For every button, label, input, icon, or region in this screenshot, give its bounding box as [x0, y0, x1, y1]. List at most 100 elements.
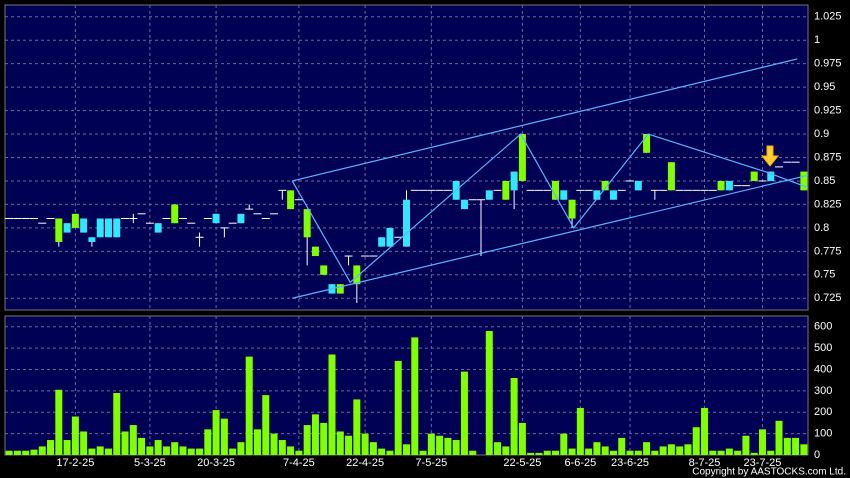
- candle-body: [560, 190, 568, 200]
- volume-bar: [659, 446, 667, 455]
- copyright: Copyright by AASTOCKS.com Ltd.: [692, 467, 846, 478]
- volume-bar: [692, 427, 700, 455]
- candle-body: [237, 213, 245, 224]
- volume-bar: [204, 429, 212, 455]
- candle-body: [593, 190, 601, 200]
- volume-bar: [71, 416, 79, 455]
- volume-bar: [651, 450, 659, 455]
- volume-bar: [220, 418, 228, 455]
- volume-bar: [287, 446, 295, 455]
- volume-bar: [212, 410, 220, 455]
- y-tick-label: 1.025: [814, 11, 842, 23]
- candle-body: [767, 171, 775, 181]
- volume-bar: [469, 450, 477, 455]
- y-tick-label: 0.725: [814, 292, 842, 304]
- volume-bar: [162, 446, 170, 455]
- y-tick-label: 0.75: [814, 269, 835, 281]
- volume-bar: [634, 450, 642, 455]
- volume-bar: [494, 442, 502, 455]
- candle-body: [460, 199, 468, 210]
- volume-bar: [585, 448, 593, 455]
- volume-bar: [452, 440, 460, 455]
- volume-bar: [113, 392, 121, 455]
- volume-bar: [394, 360, 402, 455]
- volume-bar: [320, 422, 328, 455]
- candle-body: [634, 180, 642, 191]
- y-tick-label: 0.85: [814, 175, 835, 187]
- candle-body: [552, 180, 560, 200]
- volume-bar: [800, 444, 808, 455]
- volume-bar: [311, 414, 319, 455]
- volume-bar: [303, 425, 311, 455]
- volume-bar: [253, 429, 261, 455]
- candle-body: [88, 237, 96, 242]
- candle-body: [643, 134, 651, 153]
- candle-body: [601, 180, 609, 191]
- candle-body: [171, 204, 179, 224]
- volume-bar: [96, 446, 104, 455]
- volume-bar: [146, 446, 154, 455]
- volume-bar: [47, 440, 55, 455]
- volume-bar: [758, 429, 766, 455]
- volume-bar: [154, 440, 162, 455]
- volume-bar: [518, 422, 526, 455]
- x-tick-label: 17-2-25: [56, 457, 94, 469]
- y-tick-label: 100: [814, 428, 832, 440]
- volume-bar: [245, 356, 253, 455]
- x-tick-label: 23-7-25: [744, 457, 782, 469]
- volume-bar: [345, 435, 353, 455]
- y-tick-label: 0.825: [814, 198, 842, 210]
- x-tick-label: 20-3-25: [197, 457, 235, 469]
- volume-bar: [295, 450, 303, 455]
- volume-bar: [543, 450, 551, 455]
- candle-body: [717, 180, 725, 191]
- y-tick-label: 0.95: [814, 81, 835, 93]
- y-tick-label: 0.925: [814, 104, 842, 116]
- volume-bar: [767, 450, 775, 455]
- x-tick-label: 6-6-25: [564, 457, 596, 469]
- candle-body: [113, 218, 121, 238]
- volume-bar: [427, 433, 435, 455]
- candle-body: [63, 223, 71, 233]
- trend-line: [292, 174, 809, 299]
- volume-bar: [138, 437, 146, 455]
- volume-bar: [171, 442, 179, 455]
- volume-bar: [684, 444, 692, 455]
- volume-bar: [775, 420, 783, 455]
- y-tick-label: 300: [814, 385, 832, 397]
- y-tick-label: 500: [814, 342, 832, 354]
- volume-bar: [13, 450, 21, 455]
- volume-bar: [535, 452, 543, 455]
- candle-body: [378, 237, 386, 247]
- volume-bar: [386, 450, 394, 455]
- x-tick-label: 22-5-25: [503, 457, 541, 469]
- volume-bar: [369, 442, 377, 455]
- volume-bar: [262, 395, 270, 455]
- candle-body: [320, 265, 328, 275]
- volume-bar: [229, 448, 237, 455]
- volume-bar: [80, 431, 88, 455]
- trend-line: [291, 133, 809, 284]
- x-tick-label: 7-4-25: [283, 457, 315, 469]
- volume-bar: [750, 452, 758, 455]
- y-tick-label: 200: [814, 406, 832, 418]
- volume-bar: [734, 450, 742, 455]
- volume-bar: [278, 440, 286, 455]
- x-tick-label: 5-3-25: [134, 457, 166, 469]
- candle-body: [510, 171, 518, 191]
- candle-body: [154, 223, 162, 233]
- y-tick-label: 1: [814, 34, 820, 46]
- volume-bar: [419, 450, 427, 455]
- candle-body: [287, 190, 295, 210]
- volume-bar: [237, 442, 245, 455]
- volume-bar: [444, 437, 452, 455]
- volume-bar: [361, 433, 369, 455]
- volume-bar: [502, 446, 510, 455]
- volume-bar: [783, 437, 791, 455]
- y-tick-label: 0.975: [814, 58, 842, 70]
- volume-bar: [336, 431, 344, 455]
- volume-bar: [618, 437, 626, 455]
- candle-body: [311, 246, 319, 257]
